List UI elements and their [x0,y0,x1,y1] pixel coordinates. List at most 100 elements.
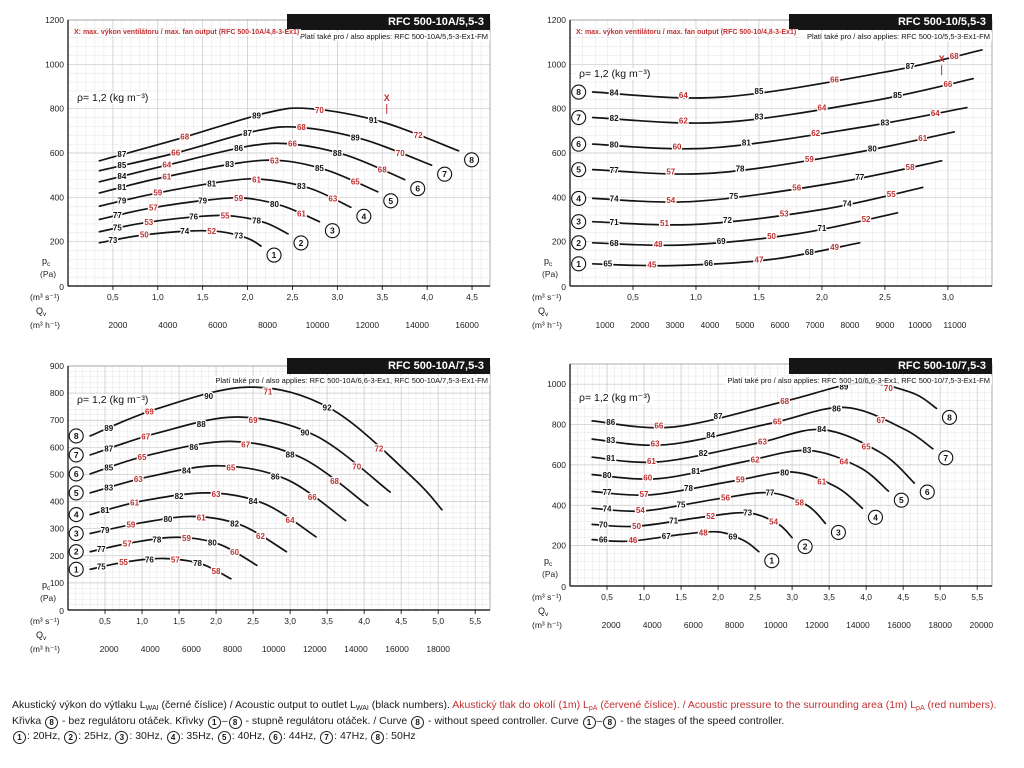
svg-text:89: 89 [351,133,360,142]
footer-text-segment: : 30Hz, [129,730,166,743]
svg-text:200: 200 [552,237,566,247]
svg-text:79: 79 [101,526,110,535]
svg-text:5: 5 [388,196,393,206]
svg-text:71: 71 [263,388,272,397]
svg-text:(Pa): (Pa) [542,269,558,279]
svg-text:18000: 18000 [426,644,450,654]
svg-text:83: 83 [802,446,811,455]
footer-text-segment: : 25Hz, [78,730,115,743]
svg-text:61: 61 [647,457,656,466]
svg-text:64: 64 [162,161,171,170]
svg-text:65: 65 [226,464,235,473]
svg-text:64: 64 [931,109,940,118]
svg-text:3,0: 3,0 [284,616,296,626]
svg-text:200: 200 [50,551,64,561]
svg-text:(m³ h⁻¹): (m³ h⁻¹) [532,620,562,630]
svg-text:68: 68 [180,133,189,142]
svg-text:2,5: 2,5 [749,592,761,602]
svg-text:1: 1 [272,250,277,260]
svg-text:3: 3 [330,226,335,236]
svg-text:Qv: Qv [36,306,47,318]
svg-text:59: 59 [126,521,135,530]
svg-text:81: 81 [691,467,700,476]
svg-text:83: 83 [755,113,764,122]
svg-text:7: 7 [943,453,948,463]
svg-text:85: 85 [315,164,324,173]
svg-text:52: 52 [207,227,216,236]
svg-text:57: 57 [640,490,649,499]
svg-text:6: 6 [74,469,79,479]
footer-text-segment: WAI [355,705,369,712]
svg-text:4: 4 [74,510,79,520]
svg-text:77: 77 [610,166,619,175]
svg-text:68: 68 [780,397,789,406]
svg-text:4000: 4000 [643,620,662,630]
svg-text:2: 2 [299,238,304,248]
svg-text:200: 200 [50,237,64,247]
svg-text:400: 400 [50,497,64,507]
svg-text:86: 86 [271,473,280,482]
svg-text:67: 67 [241,440,250,449]
footer-text-segment: : 50Hz [385,730,416,743]
svg-text:63: 63 [134,475,143,484]
svg-text:61: 61 [817,478,826,487]
footer-text-segment: Akustický tlak do okolí (1m) L [452,699,589,711]
svg-text:X: X [939,54,945,64]
footer-text-segment: Akustický výkon do výtlaku L [12,699,146,711]
svg-text:3: 3 [836,527,841,537]
svg-text:12000: 12000 [805,620,829,630]
svg-text:76: 76 [145,555,154,564]
svg-text:16000: 16000 [887,620,911,630]
svg-text:88: 88 [286,451,295,460]
svg-text:12000: 12000 [303,644,327,654]
svg-text:7000: 7000 [805,320,824,330]
svg-text:64: 64 [817,104,826,113]
svg-text:1,5: 1,5 [173,616,185,626]
svg-text:59: 59 [182,534,191,543]
svg-text:400: 400 [50,192,64,202]
svg-text:3,5: 3,5 [376,292,388,302]
curve-number-badge: 7 [320,731,334,745]
svg-text:81: 81 [117,183,126,192]
svg-text:0,5: 0,5 [107,292,119,302]
svg-text:46: 46 [628,536,637,545]
svg-text:2000: 2000 [108,320,127,330]
svg-text:1000: 1000 [547,59,566,69]
svg-text:59: 59 [234,194,243,203]
svg-text:60: 60 [230,548,239,557]
svg-text:70: 70 [315,106,324,115]
svg-text:63: 63 [212,490,221,499]
svg-text:12000: 12000 [355,320,379,330]
svg-text:2,5: 2,5 [879,292,891,302]
svg-text:81: 81 [742,138,751,147]
svg-text:6000: 6000 [684,620,703,630]
svg-text:7: 7 [74,450,79,460]
curve-number-badge: 5 [217,731,231,745]
svg-text:64: 64 [839,458,848,467]
svg-text:66: 66 [288,140,297,149]
svg-text:4,0: 4,0 [860,592,872,602]
svg-text:14000: 14000 [344,644,368,654]
svg-text:80: 80 [163,515,172,524]
curve-number-badge: 4 [166,731,180,745]
svg-text:86: 86 [606,418,615,427]
svg-text:1,0: 1,0 [638,592,650,602]
svg-text:5,0: 5,0 [934,592,946,602]
svg-text:72: 72 [723,216,732,225]
svg-text:52: 52 [706,512,715,521]
svg-text:85: 85 [893,91,902,100]
footer-text-segment: pA [916,705,925,712]
svg-text:48: 48 [654,240,663,249]
svg-text:2,0: 2,0 [210,616,222,626]
svg-text:7: 7 [442,169,447,179]
svg-text:78: 78 [152,535,161,544]
max-output-note: X: max. výkon ventilátoru / max. fan out… [72,29,302,36]
svg-text:81: 81 [606,454,615,463]
svg-text:52: 52 [862,215,871,224]
svg-text:78: 78 [193,559,202,568]
svg-text:2,5: 2,5 [247,616,259,626]
svg-text:83: 83 [297,182,306,191]
svg-text:80: 80 [270,200,279,209]
footer-text-segment: (černé číslice) / Acoustic output to out… [158,699,356,711]
svg-text:0,5: 0,5 [99,616,111,626]
